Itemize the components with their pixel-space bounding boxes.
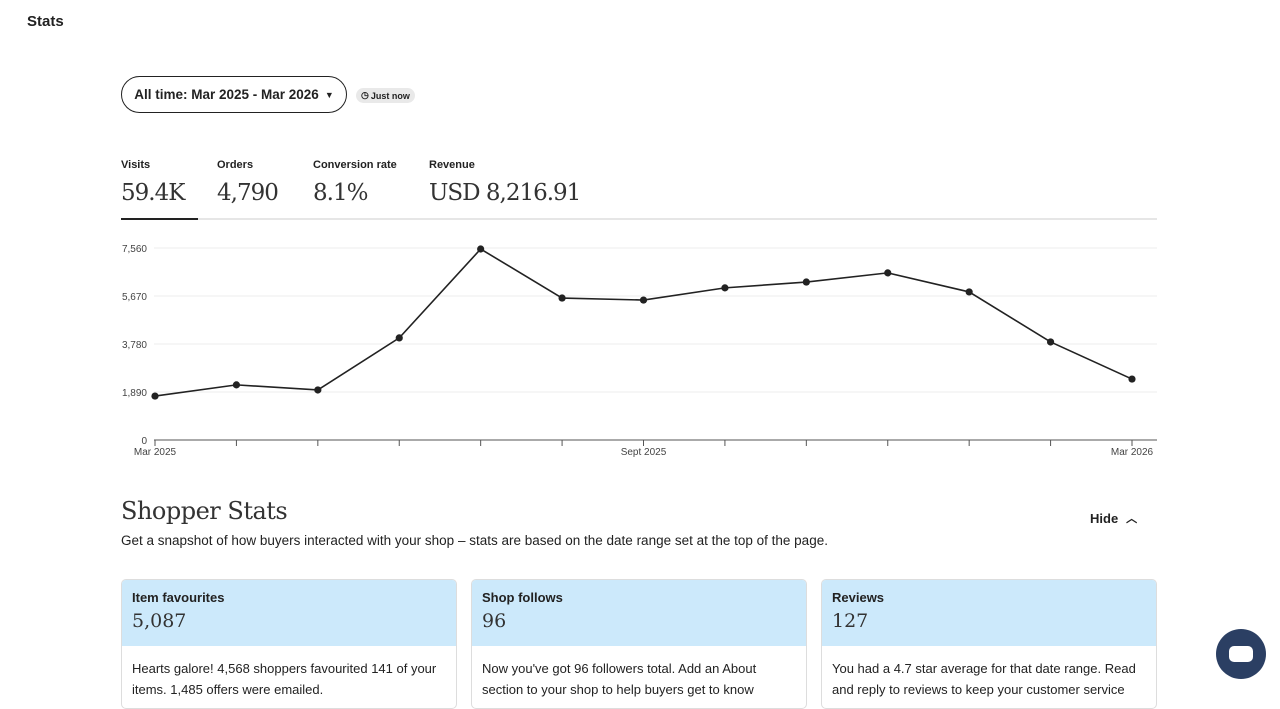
card-value: 127 [832,610,869,632]
stat-card-shop-follows: Shop follows 96 Now you've got 96 follower… [471,579,807,709]
y-tick-label: 5,670 [122,292,147,303]
updated-badge: ◷ Just now [356,88,415,103]
stat-card-item-favourites: Item favourites 5,087 Hearts galore! 4,568… [121,579,457,709]
visits-chart: 0 1,890 3,780 5,670 7,560 Mar 2025 Sept 2025 Ma… [122,244,1157,458]
card-title: Shop follows [482,590,563,605]
shopper-stats-title: Shopper Stats [121,497,288,525]
metric-value: USD 8,216.91 [429,180,581,206]
data-point [151,392,159,400]
card-body: Now you've got 96 followers total. Add a… [482,661,757,697]
metric-label: Visits [121,159,151,171]
active-tab-indicator [121,218,198,220]
chevron-up-icon: ︿ [1126,513,1138,525]
page-title: Stats [27,13,64,30]
date-range-dropdown[interactable]: All time: Mar 2025 - Mar 2026 ▼ [121,76,347,113]
metric-tab-visits[interactable]: Visits 59.4K [121,159,185,206]
data-point [1046,338,1055,346]
metric-tab-conversion[interactable]: Conversion rate 8.1% [313,159,397,206]
x-tick-label: Sept 2025 [621,447,667,458]
data-point [802,278,810,286]
caret-down-icon: ▼ [324,89,334,100]
metric-value: 4,790 [217,180,279,206]
stat-card-reviews: Reviews 127 You had a 4.7 star average for… [821,579,1157,709]
hide-button[interactable]: Hide ︿ [1090,510,1137,526]
updated-label: Just now [370,90,410,101]
data-point [884,269,892,277]
y-tick-label: 3,780 [122,340,147,351]
card-body: Hearts galore! 4,568 shoppers favourited… [132,661,437,697]
shopper-stats-description: Get a snapshot of how buyers interacted … [121,533,828,548]
data-point [314,386,322,394]
metric-tab-orders[interactable]: Orders 4,790 [217,159,279,206]
card-title: Item favourites [132,590,225,605]
chat-bubble-icon [1229,646,1253,662]
x-tick-label: Mar 2026 [1111,447,1154,458]
data-point [558,294,566,302]
chat-button[interactable] [1216,629,1266,679]
card-value: 96 [482,610,507,632]
metric-label: Orders [217,159,254,171]
clock-icon: ◷ [361,90,369,100]
hide-label: Hide [1090,510,1119,526]
y-tick-label: 0 [141,436,147,447]
x-tick-label: Mar 2025 [134,447,177,458]
card-title: Reviews [832,590,885,605]
metric-label: Conversion rate [313,159,397,171]
card-value: 5,087 [132,610,187,632]
y-tick-label: 7,560 [122,244,147,255]
data-point [477,245,485,253]
metric-label: Revenue [429,159,475,171]
data-point [639,296,648,304]
visits-line [154,247,1133,397]
metric-tabs: Visits 59.4K Orders 4,790 Conversion rate 8… [121,159,1157,220]
y-tick-label: 1,890 [122,388,147,399]
card-body: You had a 4.7 star average for that date… [832,661,1136,697]
metric-value: 59.4K [121,180,185,206]
date-range-label: All time: Mar 2025 - Mar 2026 [134,87,319,102]
data-point [1128,375,1136,383]
metric-value: 8.1% [313,180,368,206]
data-point [721,284,729,292]
data-point [395,334,403,342]
data-point [232,381,241,389]
data-point [965,288,973,296]
metric-tab-revenue[interactable]: Revenue USD 8,216.91 [429,159,581,206]
